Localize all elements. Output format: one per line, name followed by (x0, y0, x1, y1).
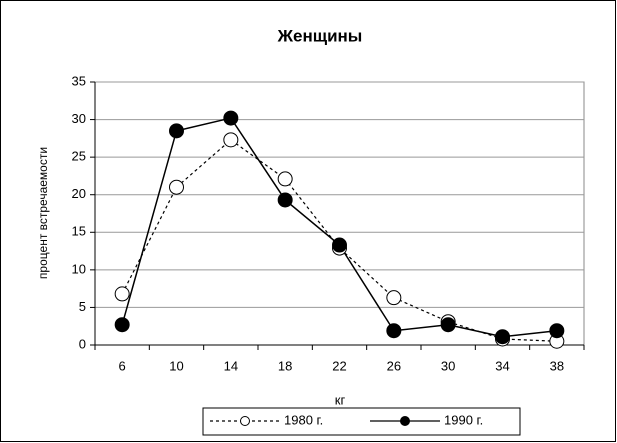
x-tick-label: 18 (278, 358, 292, 373)
y-tick-label: 25 (72, 149, 86, 164)
y-tick-label: 35 (72, 73, 86, 88)
data-point (169, 123, 184, 139)
legend-box (202, 407, 521, 436)
x-tick-label: 14 (224, 358, 238, 373)
data-point (332, 237, 347, 253)
y-tick-label: 15 (72, 224, 86, 239)
x-tick-label: 22 (332, 358, 346, 373)
x-tick-label: 30 (441, 358, 455, 373)
data-point (223, 110, 239, 126)
y-tick-label: 0 (79, 336, 86, 351)
x-tick-label: 10 (169, 358, 183, 373)
y-tick-label: 20 (72, 186, 86, 201)
data-point (386, 290, 402, 306)
y-axis-label: процент встречаемости (36, 147, 50, 279)
y-tick-label: 5 (79, 299, 86, 314)
x-tick-label: 34 (495, 358, 509, 373)
data-point (386, 323, 402, 339)
x-tick-label: 38 (550, 358, 564, 373)
y-tick-label: 30 (72, 111, 86, 126)
data-point (223, 132, 239, 148)
data-point (277, 171, 293, 187)
x-tick-label: 26 (387, 358, 401, 373)
legend-marker (400, 416, 410, 426)
x-tick-label: 6 (119, 358, 126, 373)
y-tick-label: 10 (72, 261, 86, 276)
legend-label: 1990 г. (444, 412, 483, 427)
chart-title: Женщины (277, 26, 363, 45)
x-axis-label: кг (335, 392, 346, 407)
data-point (114, 317, 130, 333)
data-point (440, 317, 456, 333)
data-point (549, 323, 565, 339)
data-point (277, 192, 293, 208)
data-point (114, 286, 130, 302)
data-point (495, 329, 510, 345)
data-point (169, 179, 184, 195)
plot-area (94, 81, 585, 346)
legend-marker (240, 416, 250, 426)
legend-label: 1980 г. (284, 412, 323, 427)
